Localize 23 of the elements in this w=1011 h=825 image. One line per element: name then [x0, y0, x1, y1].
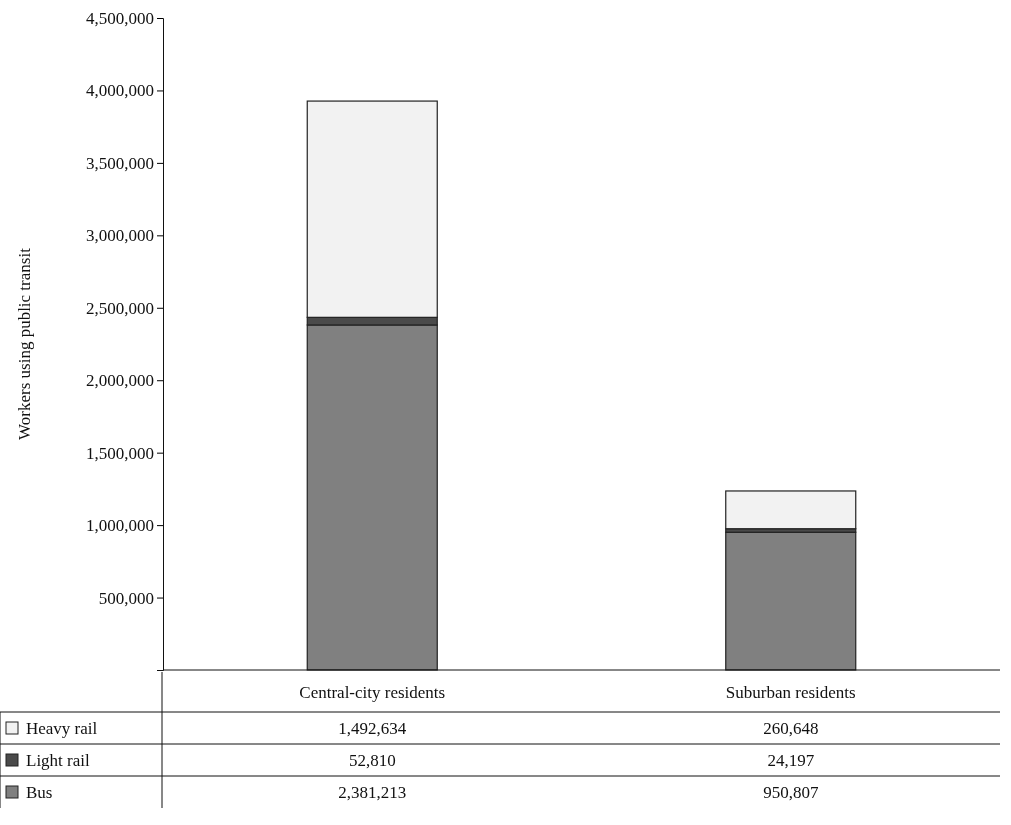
data-label: 950,807: [763, 783, 819, 802]
x-tick-label: Central-city residents: [299, 683, 446, 702]
data-label: 24,197: [767, 751, 815, 770]
y-tick-label: 3,500,000: [86, 153, 154, 173]
y-tick-label: 2,500,000: [86, 298, 154, 318]
legend-label: Light rail: [26, 751, 91, 770]
data-label: 52,810: [348, 751, 396, 770]
y-tick-label: 500,000: [98, 588, 154, 608]
bar: [725, 531, 857, 671]
data-label: 1,492,634: [338, 719, 407, 738]
bar: [725, 490, 857, 530]
y-tick-label: 4,500,000: [86, 8, 154, 28]
data-label: 2,381,213: [338, 783, 407, 802]
x-tick-label: Suburban residents: [725, 683, 856, 702]
y-tick-label: 1,500,000: [86, 443, 154, 463]
y-tick-label: 4,000,000: [86, 81, 154, 101]
y-tick-label: 3,000,000: [86, 226, 154, 246]
y-axis-title: Workers using public transit: [15, 247, 34, 440]
y-tick-label: 1,000,000: [86, 516, 154, 536]
data-label: 260,648: [763, 719, 819, 738]
y-tick-label: 2,000,000: [86, 371, 154, 391]
legend-label: Bus: [26, 783, 53, 802]
legend-label: Heavy rail: [26, 719, 98, 738]
